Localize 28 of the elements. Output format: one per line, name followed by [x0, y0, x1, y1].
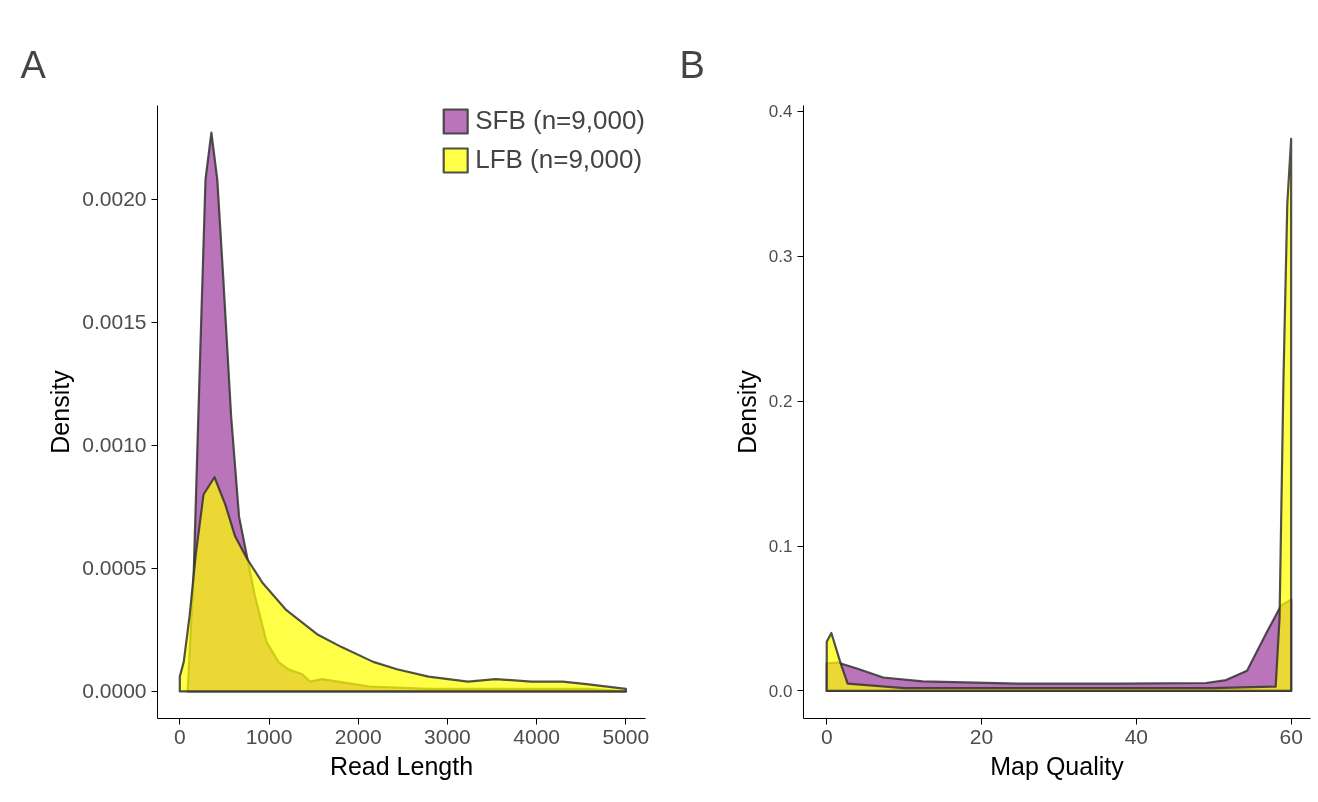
x-tick-label: 20	[969, 724, 994, 748]
x-tick-label: 0	[173, 724, 186, 748]
y-tick-label: 0.0015	[82, 310, 147, 334]
x-axis-title: Map Quality	[990, 751, 1125, 780]
legend-label: LFB (n=9,000)	[475, 144, 643, 175]
x-tick-label: 3000	[424, 724, 471, 748]
y-tick-label: 0.1	[768, 537, 793, 557]
x-tick-label: 0	[820, 724, 833, 748]
x-tick-label: 40	[1124, 724, 1149, 748]
y-tick-label: 0.0	[768, 681, 793, 701]
x-tick-label: 1000	[245, 724, 293, 748]
y-tick-label: 0.3	[768, 247, 793, 267]
chart-title: B	[679, 43, 705, 86]
y-tick-label: 0.4	[768, 102, 793, 122]
legend-label: SFB (n=9,000)	[475, 105, 645, 136]
y-axis-title: Density	[46, 369, 75, 454]
x-axis-title: Read Length	[329, 751, 474, 780]
y-tick-label: 0.0005	[82, 556, 147, 580]
y-tick-label: 0.0010	[82, 433, 147, 457]
x-tick-label: 5000	[602, 724, 650, 748]
x-tick-label: 4000	[513, 724, 561, 748]
y-tick-label: 0.0020	[82, 187, 147, 211]
y-tick-label: 0.2	[768, 392, 793, 412]
x-tick-label: 2000	[334, 724, 382, 748]
y-tick-label: 0.0000	[82, 679, 147, 703]
chart-title: A	[20, 43, 47, 86]
y-axis-title: Density	[732, 369, 761, 454]
x-tick-label: 60	[1279, 724, 1303, 748]
